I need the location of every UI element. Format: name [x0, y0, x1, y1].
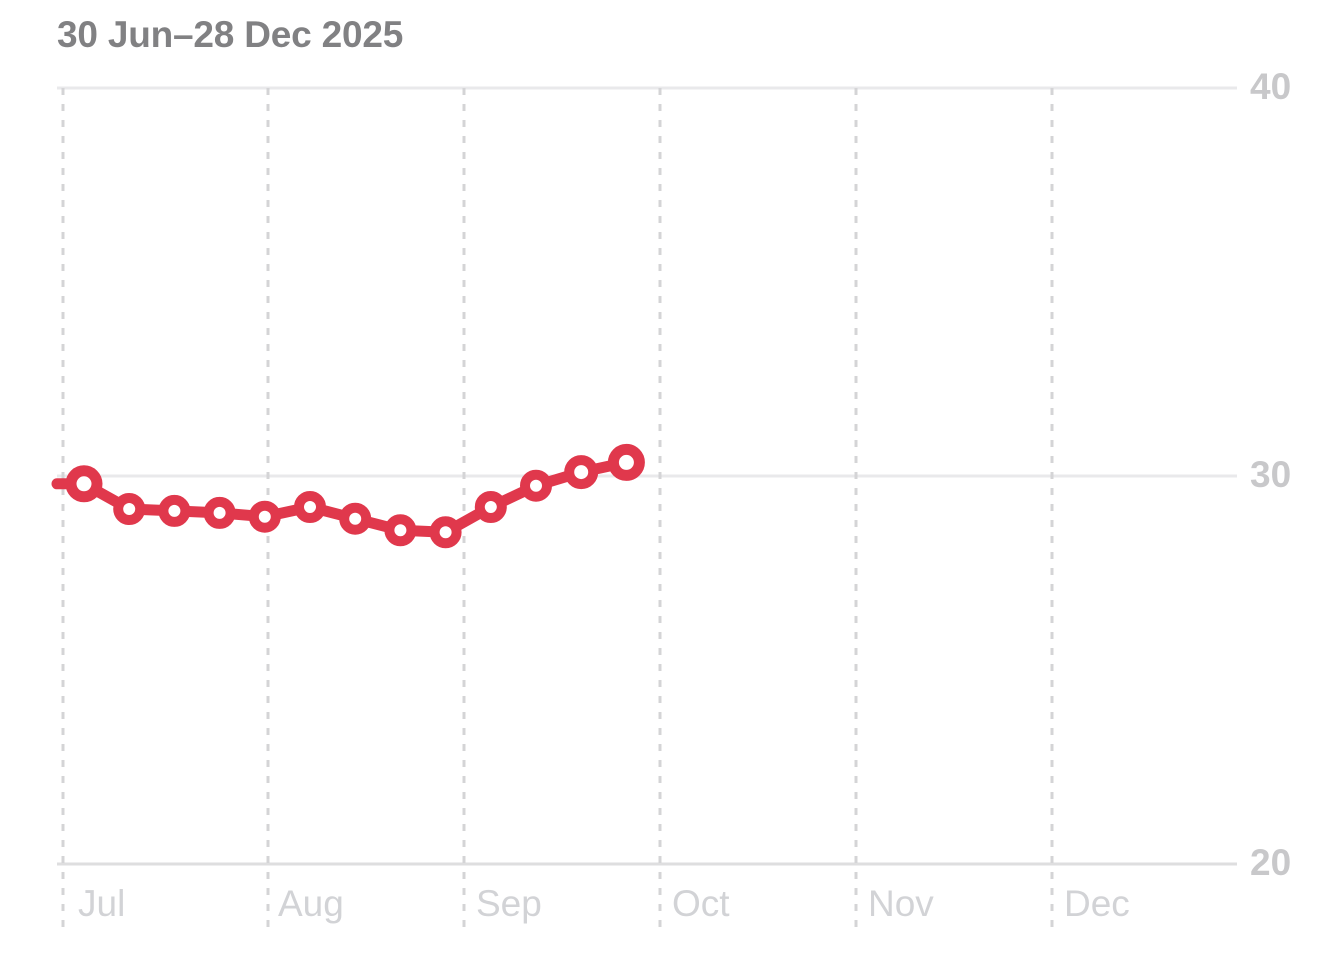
x-tick-label-jul: Jul: [78, 883, 126, 924]
data-point: [474, 491, 507, 523]
x-tick-label-oct: Oct: [672, 883, 730, 924]
data-point: [384, 514, 417, 547]
y-tick-label-40: 40: [1250, 66, 1292, 107]
x-tick-label-nov: Nov: [868, 883, 934, 924]
data-point: [65, 465, 103, 503]
x-tick-label-aug: Aug: [278, 883, 344, 924]
data-point: [429, 516, 462, 549]
data-point: [607, 443, 645, 481]
x-tick-label-sep: Sep: [476, 883, 542, 924]
data-point: [203, 496, 236, 529]
data-point: [248, 500, 281, 533]
series-markers: [65, 443, 645, 549]
y-tick-label-20: 20: [1250, 842, 1292, 883]
y-tick-label-30: 30: [1250, 454, 1292, 495]
data-point: [113, 493, 146, 525]
data-point: [158, 494, 191, 527]
y-gridlines: [57, 86, 1237, 866]
data-point: [564, 455, 599, 490]
data-point: [294, 491, 326, 523]
data-point: [520, 469, 552, 502]
x-tick-label-dec: Dec: [1064, 883, 1130, 924]
data-point: [339, 502, 372, 535]
chart-title: 30 Jun–28 Dec 2025: [57, 14, 404, 55]
